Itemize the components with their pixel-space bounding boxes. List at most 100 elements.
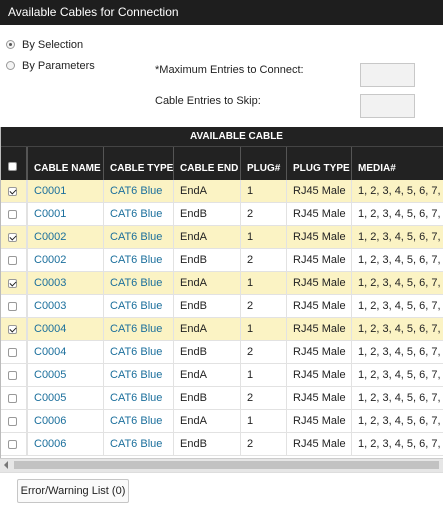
row-divider	[26, 180, 27, 203]
table-cell[interactable]: C0001	[27, 203, 103, 226]
table-cell: CAT6 Blue	[103, 272, 173, 295]
scroll-left-arrow[interactable]	[4, 461, 8, 469]
column-header: MEDIA#	[351, 147, 443, 180]
header-divider	[26, 147, 27, 180]
row-checkbox[interactable]	[8, 371, 17, 380]
table-cell: RJ45 Male	[286, 203, 351, 226]
table-cell[interactable]: C0005	[27, 387, 103, 410]
table-cell: CAT6 Blue	[103, 341, 173, 364]
row-checkbox[interactable]	[8, 187, 17, 196]
table-cell[interactable]: C0005	[27, 364, 103, 387]
table-cell: 1, 2, 3, 4, 5, 6, 7, 8	[351, 318, 443, 341]
table-cell: 1, 2, 3, 4, 5, 6, 7, 8	[351, 387, 443, 410]
field-label: Cable Entries to Skip:	[155, 95, 261, 107]
table-cell: EndA	[173, 410, 240, 433]
table-cell: CAT6 Blue	[103, 318, 173, 341]
radio-label[interactable]: By Selection	[22, 39, 84, 51]
table-row[interactable]	[1, 433, 443, 456]
table-row[interactable]	[1, 226, 443, 249]
row-checkbox[interactable]	[8, 256, 17, 265]
column-header: CABLE NAME	[27, 147, 103, 180]
radio-button[interactable]	[6, 61, 15, 70]
row-divider	[26, 295, 27, 318]
table-cell: 2	[240, 295, 286, 318]
table-row[interactable]	[1, 387, 443, 410]
table-cell: EndB	[173, 387, 240, 410]
column-header: CABLE END	[173, 147, 240, 180]
row-checkbox[interactable]	[8, 233, 17, 242]
row-divider	[26, 433, 27, 456]
row-checkbox[interactable]	[8, 440, 17, 449]
table-cell: 1, 2, 3, 4, 5, 6, 7, 8	[351, 364, 443, 387]
table-cell: 1	[240, 410, 286, 433]
row-checkbox[interactable]	[8, 210, 17, 219]
table-cell: 1	[240, 226, 286, 249]
table-row[interactable]	[1, 364, 443, 387]
table-cell: RJ45 Male	[286, 226, 351, 249]
scroll-thumb[interactable]	[14, 461, 439, 469]
table-cell: CAT6 Blue	[103, 295, 173, 318]
table-row[interactable]	[1, 410, 443, 433]
table-cell: 1	[240, 318, 286, 341]
row-checkbox[interactable]	[8, 348, 17, 357]
table-cell: RJ45 Male	[286, 341, 351, 364]
table-cell: 2	[240, 203, 286, 226]
table-cell: CAT6 Blue	[103, 433, 173, 456]
column-header: PLUG TYPE	[286, 147, 351, 180]
table-cell[interactable]: C0003	[27, 295, 103, 318]
table-row[interactable]	[1, 295, 443, 318]
row-divider	[26, 341, 27, 364]
text-input[interactable]	[360, 94, 415, 118]
table-cell: CAT6 Blue	[103, 249, 173, 272]
table-cell: EndA	[173, 180, 240, 203]
table-cell: CAT6 Blue	[103, 410, 173, 433]
table-cell[interactable]: C0002	[27, 226, 103, 249]
table-row[interactable]	[1, 272, 443, 295]
row-divider	[26, 226, 27, 249]
table-cell[interactable]: C0004	[27, 341, 103, 364]
header-checkbox[interactable]	[8, 162, 17, 171]
field-label: *Maximum Entries to Connect:	[155, 64, 304, 76]
table-cell: 2	[240, 249, 286, 272]
table-cell: RJ45 Male	[286, 410, 351, 433]
table-cell: RJ45 Male	[286, 249, 351, 272]
row-checkbox[interactable]	[8, 302, 17, 311]
table-cell[interactable]: C0006	[27, 410, 103, 433]
row-divider	[26, 318, 27, 341]
radio-button[interactable]	[6, 40, 15, 49]
table-cell: CAT6 Blue	[103, 387, 173, 410]
cable-table: AVAILABLE CABLE CABLE NAME CABLE TYPE CABLE…	[0, 127, 443, 458]
row-checkbox[interactable]	[8, 394, 17, 403]
table-row[interactable]	[1, 318, 443, 341]
table-cell: RJ45 Male	[286, 387, 351, 410]
table-cell: 1, 2, 3, 4, 5, 6, 7, 8	[351, 272, 443, 295]
text-input[interactable]	[360, 63, 415, 87]
table-cell: 1, 2, 3, 4, 5, 6, 7, 8	[351, 180, 443, 203]
table-cell: CAT6 Blue	[103, 226, 173, 249]
row-checkbox[interactable]	[8, 279, 17, 288]
table-cell: 1	[240, 180, 286, 203]
table-cell: 1, 2, 3, 4, 5, 6, 7, 8	[351, 433, 443, 456]
table-cell[interactable]: C0004	[27, 318, 103, 341]
error-warning-button[interactable]: Error/Warning List (0)	[17, 479, 129, 503]
table-cell[interactable]: C0001	[27, 180, 103, 203]
horizontal-scrollbar[interactable]	[0, 458, 443, 472]
row-checkbox[interactable]	[8, 417, 17, 426]
radio-label[interactable]: By Parameters	[22, 60, 95, 72]
table-row[interactable]	[1, 180, 443, 203]
table-cell: 1	[240, 364, 286, 387]
table-row[interactable]	[1, 249, 443, 272]
table-cell: EndB	[173, 433, 240, 456]
table-cell[interactable]: C0002	[27, 249, 103, 272]
table-cell[interactable]: C0006	[27, 433, 103, 456]
table-cell: RJ45 Male	[286, 295, 351, 318]
table-cell: 1, 2, 3, 4, 5, 6, 7, 8	[351, 341, 443, 364]
row-divider	[26, 387, 27, 410]
row-divider	[26, 364, 27, 387]
table-row[interactable]	[1, 341, 443, 364]
table-cell[interactable]: C0003	[27, 272, 103, 295]
header-row	[1, 147, 443, 180]
row-checkbox[interactable]	[8, 325, 17, 334]
table-cell: 1, 2, 3, 4, 5, 6, 7, 8	[351, 410, 443, 433]
table-row[interactable]	[1, 203, 443, 226]
